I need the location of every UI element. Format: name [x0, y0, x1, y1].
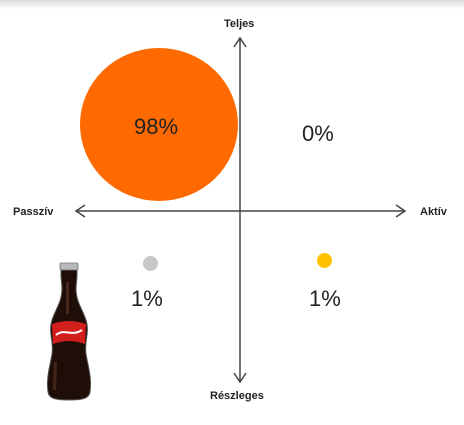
- horizontal-axis-arrow-left: [74, 204, 86, 218]
- value-top-right: 0%: [302, 121, 334, 146]
- axis-label-top: Teljes: [224, 18, 255, 30]
- axis-label-left: Passzív: [13, 206, 54, 218]
- vertical-axis-arrow-bottom: [233, 372, 247, 384]
- dot-bottom-left: [143, 256, 158, 271]
- bubble-top-left: [80, 48, 238, 201]
- axis-label-right: Aktív: [420, 206, 447, 218]
- vertical-axis-arrow-top: [233, 36, 247, 48]
- axis-label-bottom: Részleges: [210, 390, 264, 402]
- value-bottom-left: 1%: [131, 286, 163, 311]
- horizontal-axis-arrow-right: [395, 204, 407, 218]
- dot-bottom-right: [317, 253, 332, 268]
- value-bottom-right: 1%: [309, 286, 341, 311]
- value-top-left: 98%: [134, 114, 179, 139]
- coca-cola-bottle-icon: [47, 262, 91, 401]
- top-shadow-band: [0, 0, 464, 9]
